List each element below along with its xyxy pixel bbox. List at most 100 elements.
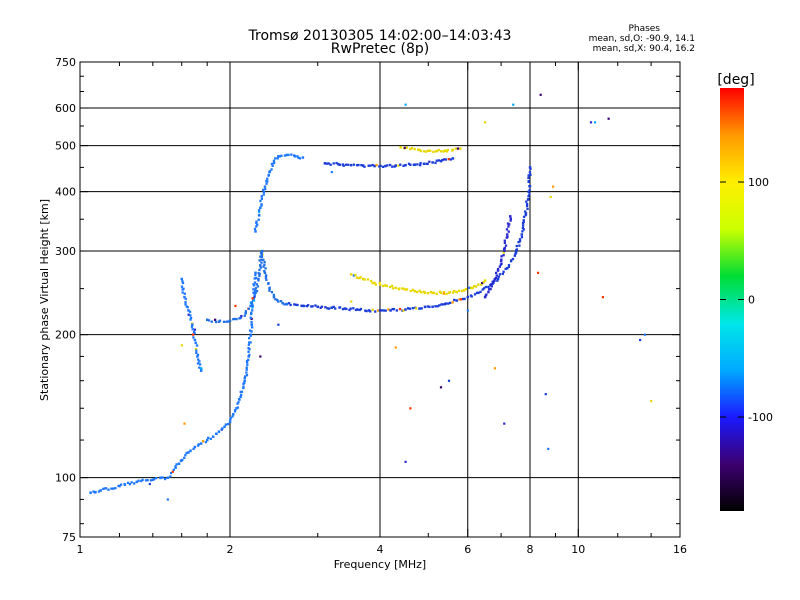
data-point bbox=[444, 158, 448, 161]
data-point bbox=[496, 277, 500, 281]
data-point bbox=[250, 323, 254, 326]
data-point bbox=[418, 307, 421, 310]
data-point bbox=[434, 305, 437, 308]
data-point bbox=[526, 207, 529, 211]
data-point bbox=[290, 153, 293, 156]
y-tick-label: 750 bbox=[55, 56, 76, 69]
data-point bbox=[419, 164, 422, 167]
data-point bbox=[252, 299, 256, 302]
data-point bbox=[374, 283, 378, 286]
data-point bbox=[355, 276, 359, 279]
data-point bbox=[373, 164, 376, 168]
data-point bbox=[260, 195, 263, 198]
data-point bbox=[141, 478, 144, 482]
data-point bbox=[447, 379, 451, 382]
data-point bbox=[174, 465, 177, 468]
data-point bbox=[305, 305, 309, 308]
data-point bbox=[295, 303, 298, 307]
data-point bbox=[189, 316, 193, 320]
data-point bbox=[280, 300, 283, 303]
data-point bbox=[451, 148, 455, 152]
data-point bbox=[250, 326, 254, 329]
data-point bbox=[171, 470, 174, 473]
data-point bbox=[500, 262, 503, 265]
data-point bbox=[254, 287, 258, 290]
data-point bbox=[349, 273, 353, 276]
data-point bbox=[347, 163, 350, 166]
data-point bbox=[183, 292, 186, 295]
data-point bbox=[159, 476, 162, 479]
x-tick-label: 8 bbox=[527, 543, 534, 556]
data-point bbox=[464, 288, 468, 291]
data-point bbox=[468, 286, 471, 289]
data-point bbox=[439, 159, 443, 163]
data-point bbox=[431, 161, 434, 164]
data-point bbox=[413, 147, 416, 151]
data-point bbox=[285, 153, 289, 157]
data-point bbox=[253, 293, 256, 296]
data-point bbox=[404, 103, 407, 106]
data-point bbox=[332, 305, 335, 308]
data-point bbox=[371, 281, 374, 285]
data-point bbox=[500, 255, 503, 258]
data-point bbox=[477, 291, 480, 295]
data-point bbox=[497, 275, 500, 278]
data-point bbox=[522, 215, 526, 219]
data-point bbox=[391, 287, 395, 290]
x-tick-label: 4 bbox=[377, 543, 384, 556]
data-point bbox=[99, 489, 102, 492]
data-point bbox=[407, 162, 411, 166]
data-point bbox=[418, 289, 421, 292]
data-point bbox=[296, 303, 299, 307]
data-point bbox=[243, 314, 246, 317]
data-point bbox=[384, 164, 387, 168]
data-point bbox=[373, 281, 376, 285]
y-tick-label: 300 bbox=[55, 245, 76, 258]
data-point bbox=[187, 309, 190, 312]
data-point bbox=[348, 308, 351, 312]
data-point bbox=[375, 163, 378, 167]
y-axis: 75 100 200 300 400 500 600 750 bbox=[55, 56, 680, 544]
data-point bbox=[268, 289, 271, 292]
data-point bbox=[435, 159, 438, 162]
data-point bbox=[521, 222, 525, 225]
data-point bbox=[248, 353, 251, 357]
data-point bbox=[270, 168, 273, 171]
data-point bbox=[259, 206, 262, 210]
data-point bbox=[149, 479, 153, 482]
data-point bbox=[181, 458, 184, 462]
data-point bbox=[434, 161, 437, 165]
data-point bbox=[289, 303, 292, 307]
data-point bbox=[514, 251, 518, 254]
data-point bbox=[449, 158, 452, 161]
data-point bbox=[371, 308, 374, 311]
data-point bbox=[527, 174, 530, 177]
data-point bbox=[257, 218, 260, 221]
data-point bbox=[528, 193, 531, 196]
data-point bbox=[502, 254, 505, 257]
data-point bbox=[475, 291, 479, 295]
data-point bbox=[442, 158, 446, 161]
data-point bbox=[342, 164, 345, 167]
data-point bbox=[399, 163, 402, 166]
data-point bbox=[196, 444, 200, 447]
data-point bbox=[380, 309, 383, 312]
data-point bbox=[437, 159, 440, 162]
colorbar-label: [deg] bbox=[717, 72, 754, 88]
data-point bbox=[263, 263, 266, 267]
data-point bbox=[394, 286, 397, 290]
data-point bbox=[257, 210, 261, 213]
data-point bbox=[343, 307, 347, 310]
data-point bbox=[403, 146, 407, 149]
data-point bbox=[256, 285, 260, 288]
data-point bbox=[417, 148, 420, 151]
data-point bbox=[262, 193, 265, 196]
data-point bbox=[499, 259, 503, 263]
data-point bbox=[254, 230, 257, 233]
data-point bbox=[395, 309, 398, 312]
data-point bbox=[254, 276, 258, 280]
data-point bbox=[515, 244, 518, 248]
data-point bbox=[335, 161, 338, 165]
data-point bbox=[445, 292, 448, 296]
data-point bbox=[426, 162, 429, 166]
